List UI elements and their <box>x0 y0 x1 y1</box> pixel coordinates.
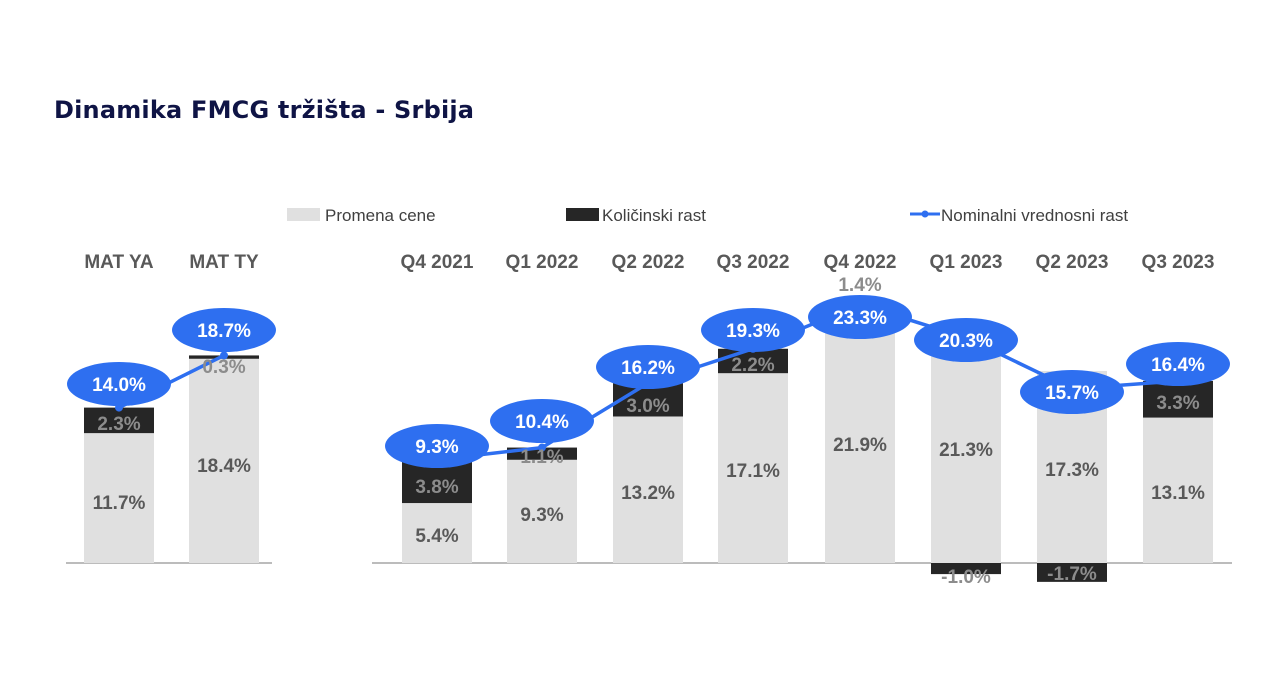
data-label-price: 21.9% <box>833 435 887 456</box>
category-label: Q3 2022 <box>717 252 790 273</box>
category-label: Q2 2022 <box>612 252 685 273</box>
bar-volume <box>931 563 1001 575</box>
data-label-bubble-nominal <box>808 295 912 339</box>
data-label-nominal: 16.4% <box>1151 355 1205 376</box>
data-label-price: 21.3% <box>939 440 993 461</box>
legend-swatch-volume <box>566 208 599 221</box>
data-label-volume: 2.2% <box>731 355 774 376</box>
data-label-price: 13.1% <box>1151 483 1205 504</box>
data-label-volume: 1.1% <box>520 447 563 468</box>
line-marker <box>220 351 228 360</box>
legend-label-volume: Količinski rast <box>602 206 706 225</box>
category-label: Q1 2022 <box>506 252 579 273</box>
data-label-nominal: 23.3% <box>833 308 887 329</box>
bar-price <box>84 433 154 563</box>
data-label-bubble-nominal <box>490 399 594 443</box>
data-label-price: 17.3% <box>1045 460 1099 481</box>
data-label-nominal: 19.3% <box>726 321 780 342</box>
data-label-volume: 2.3% <box>97 414 140 435</box>
bar-volume <box>1143 380 1213 418</box>
data-label-nominal: 20.3% <box>939 331 993 352</box>
data-label-volume: 1.4% <box>838 275 881 296</box>
category-label: Q2 2023 <box>1036 252 1109 273</box>
data-label-nominal: 16.2% <box>621 358 675 379</box>
legend-label-nominal: Nominalni vrednosni rast <box>941 206 1128 225</box>
category-label: MAT YA <box>84 252 154 273</box>
line-marker <box>538 443 546 452</box>
bar-price <box>507 459 577 563</box>
data-label-nominal: 10.4% <box>515 412 569 433</box>
bar-price <box>1143 417 1213 563</box>
legend-label-price: Promena cene <box>325 206 436 225</box>
category-label: Q3 2023 <box>1142 252 1215 273</box>
bar-volume <box>718 348 788 374</box>
data-label-price: 17.1% <box>726 461 780 482</box>
bar-price <box>718 373 788 563</box>
data-label-volume: 3.3% <box>1156 393 1199 414</box>
data-label-bubble-nominal <box>701 308 805 352</box>
data-label-bubble-nominal <box>1126 342 1230 386</box>
bar-price <box>825 319 895 563</box>
data-label-bubble-nominal <box>914 318 1018 362</box>
data-label-price: 11.7% <box>93 493 146 514</box>
data-label-volume: 0.3% <box>202 357 245 378</box>
bar-price <box>189 358 259 563</box>
data-label-price: 18.4% <box>197 456 251 477</box>
data-label-bubble-nominal <box>1020 370 1124 414</box>
category-label: Q4 2022 <box>824 252 897 273</box>
data-label-bubble-nominal <box>385 424 489 468</box>
data-label-nominal: 14.0% <box>92 375 146 396</box>
legend-marker-nominal <box>921 210 929 218</box>
data-label-volume: 3.8% <box>415 477 458 498</box>
category-label: MAT TY <box>189 252 259 273</box>
bar-price <box>402 503 472 563</box>
data-label-price: 13.2% <box>621 483 675 504</box>
bar-volume <box>84 407 154 434</box>
data-label-volume: -1.7% <box>1047 564 1097 585</box>
bar-price <box>613 416 683 563</box>
data-label-bubble-nominal <box>172 308 276 352</box>
data-label-bubble-nominal <box>67 362 171 406</box>
chart-title: Dinamika FMCG tržišta - Srbija <box>54 96 475 124</box>
data-label-nominal: 9.3% <box>415 437 458 458</box>
category-label: Q1 2023 <box>930 252 1003 273</box>
data-label-bubble-nominal <box>596 345 700 389</box>
data-label-volume: 3.0% <box>626 396 669 417</box>
bar-price <box>931 326 1001 563</box>
data-label-price: 5.4% <box>415 526 458 547</box>
category-label: Q4 2021 <box>401 252 474 273</box>
bar-volume <box>1037 563 1107 582</box>
legend-swatch-price <box>287 208 320 221</box>
data-label-volume: -1.0% <box>941 567 991 588</box>
data-label-nominal: 15.7% <box>1045 383 1099 404</box>
data-label-nominal: 18.7% <box>197 321 251 342</box>
data-label-price: 9.3% <box>520 505 563 526</box>
